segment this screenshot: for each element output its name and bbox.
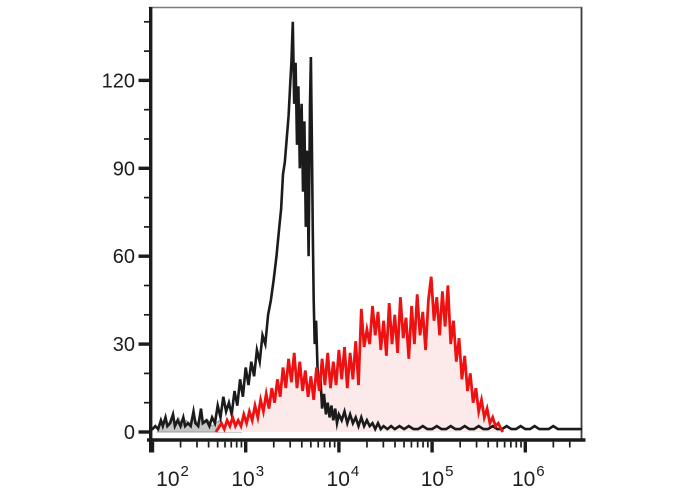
axes: 102 103 104 105 106 0 30 60 90 120 [102, 7, 586, 490]
x-tick-label: 105 [421, 463, 454, 490]
y-tick-label: 60 [113, 246, 135, 268]
series-layer [150, 21, 583, 433]
black-open-histogram-curve [150, 21, 583, 433]
y-tick-label: 0 [124, 422, 135, 444]
red-histogram-curve [214, 276, 505, 433]
y-tick-label: 120 [102, 70, 135, 92]
x-tick-label: 106 [512, 463, 545, 490]
x-tick-label: 102 [156, 463, 189, 490]
x-tick-label: 104 [327, 463, 360, 490]
y-tick-label: 90 [113, 158, 135, 180]
y-tick-label: 30 [113, 334, 135, 356]
x-tick-label: 103 [231, 463, 264, 490]
red-histogram-fill [215, 276, 503, 432]
